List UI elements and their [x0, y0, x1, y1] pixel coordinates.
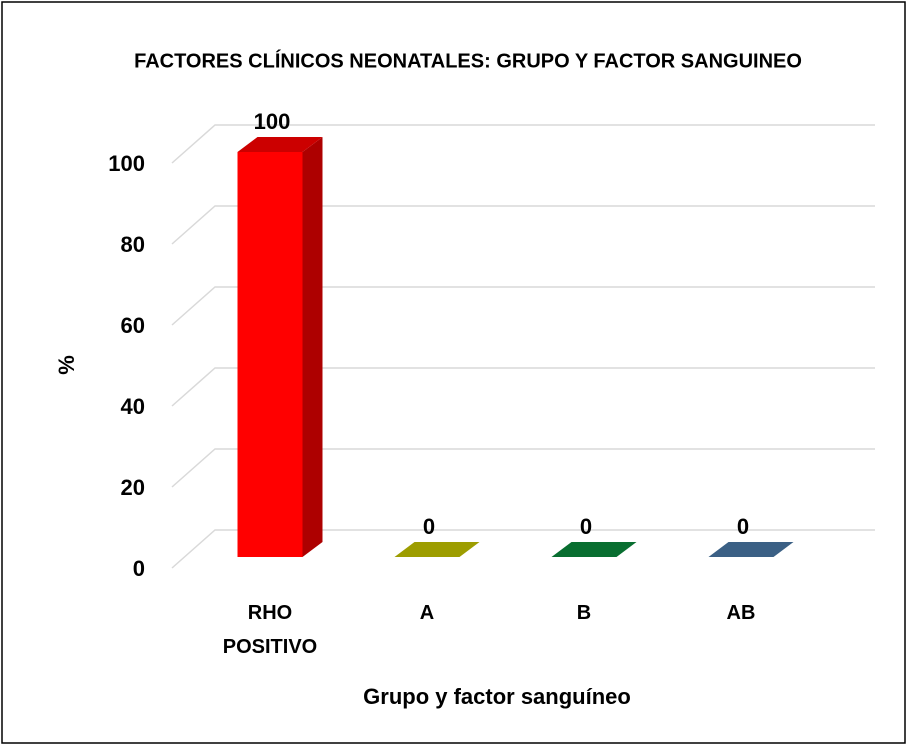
y-axis-title: % — [54, 355, 79, 375]
y-tick-label: 40 — [121, 394, 145, 419]
data-label: 100 — [254, 109, 291, 134]
chart-title: FACTORES CLÍNICOS NEONATALES: GRUPO Y FA… — [134, 49, 802, 72]
grid-line — [171, 448, 875, 488]
bar-top — [237, 137, 323, 152]
x-tick-label: A — [419, 602, 435, 624]
x-tick-label: B — [576, 602, 592, 624]
y-tick-label: 20 — [121, 475, 145, 500]
x-tick-label: AB — [726, 602, 756, 624]
grid-line — [171, 286, 875, 326]
data-label: 0 — [737, 514, 749, 539]
y-tick-label: 0 — [133, 556, 145, 581]
bar-top — [708, 542, 794, 557]
grid-line — [171, 367, 875, 407]
grid-line — [171, 529, 875, 569]
y-tick-label: 60 — [121, 313, 145, 338]
data-label: 0 — [580, 514, 592, 539]
data-label: 0 — [423, 514, 435, 539]
grid-line — [171, 205, 875, 245]
bar — [237, 152, 303, 557]
x-axis-title: Grupo y factor sanguíneo — [363, 684, 631, 709]
bar-top — [394, 542, 480, 557]
grid-line — [171, 124, 875, 164]
y-tick-label: 100 — [108, 151, 145, 176]
x-tick-label: RHO POSITIVO — [222, 602, 318, 658]
bar-side — [302, 137, 323, 557]
y-tick-label: 80 — [121, 232, 145, 257]
bar-top — [551, 542, 637, 557]
